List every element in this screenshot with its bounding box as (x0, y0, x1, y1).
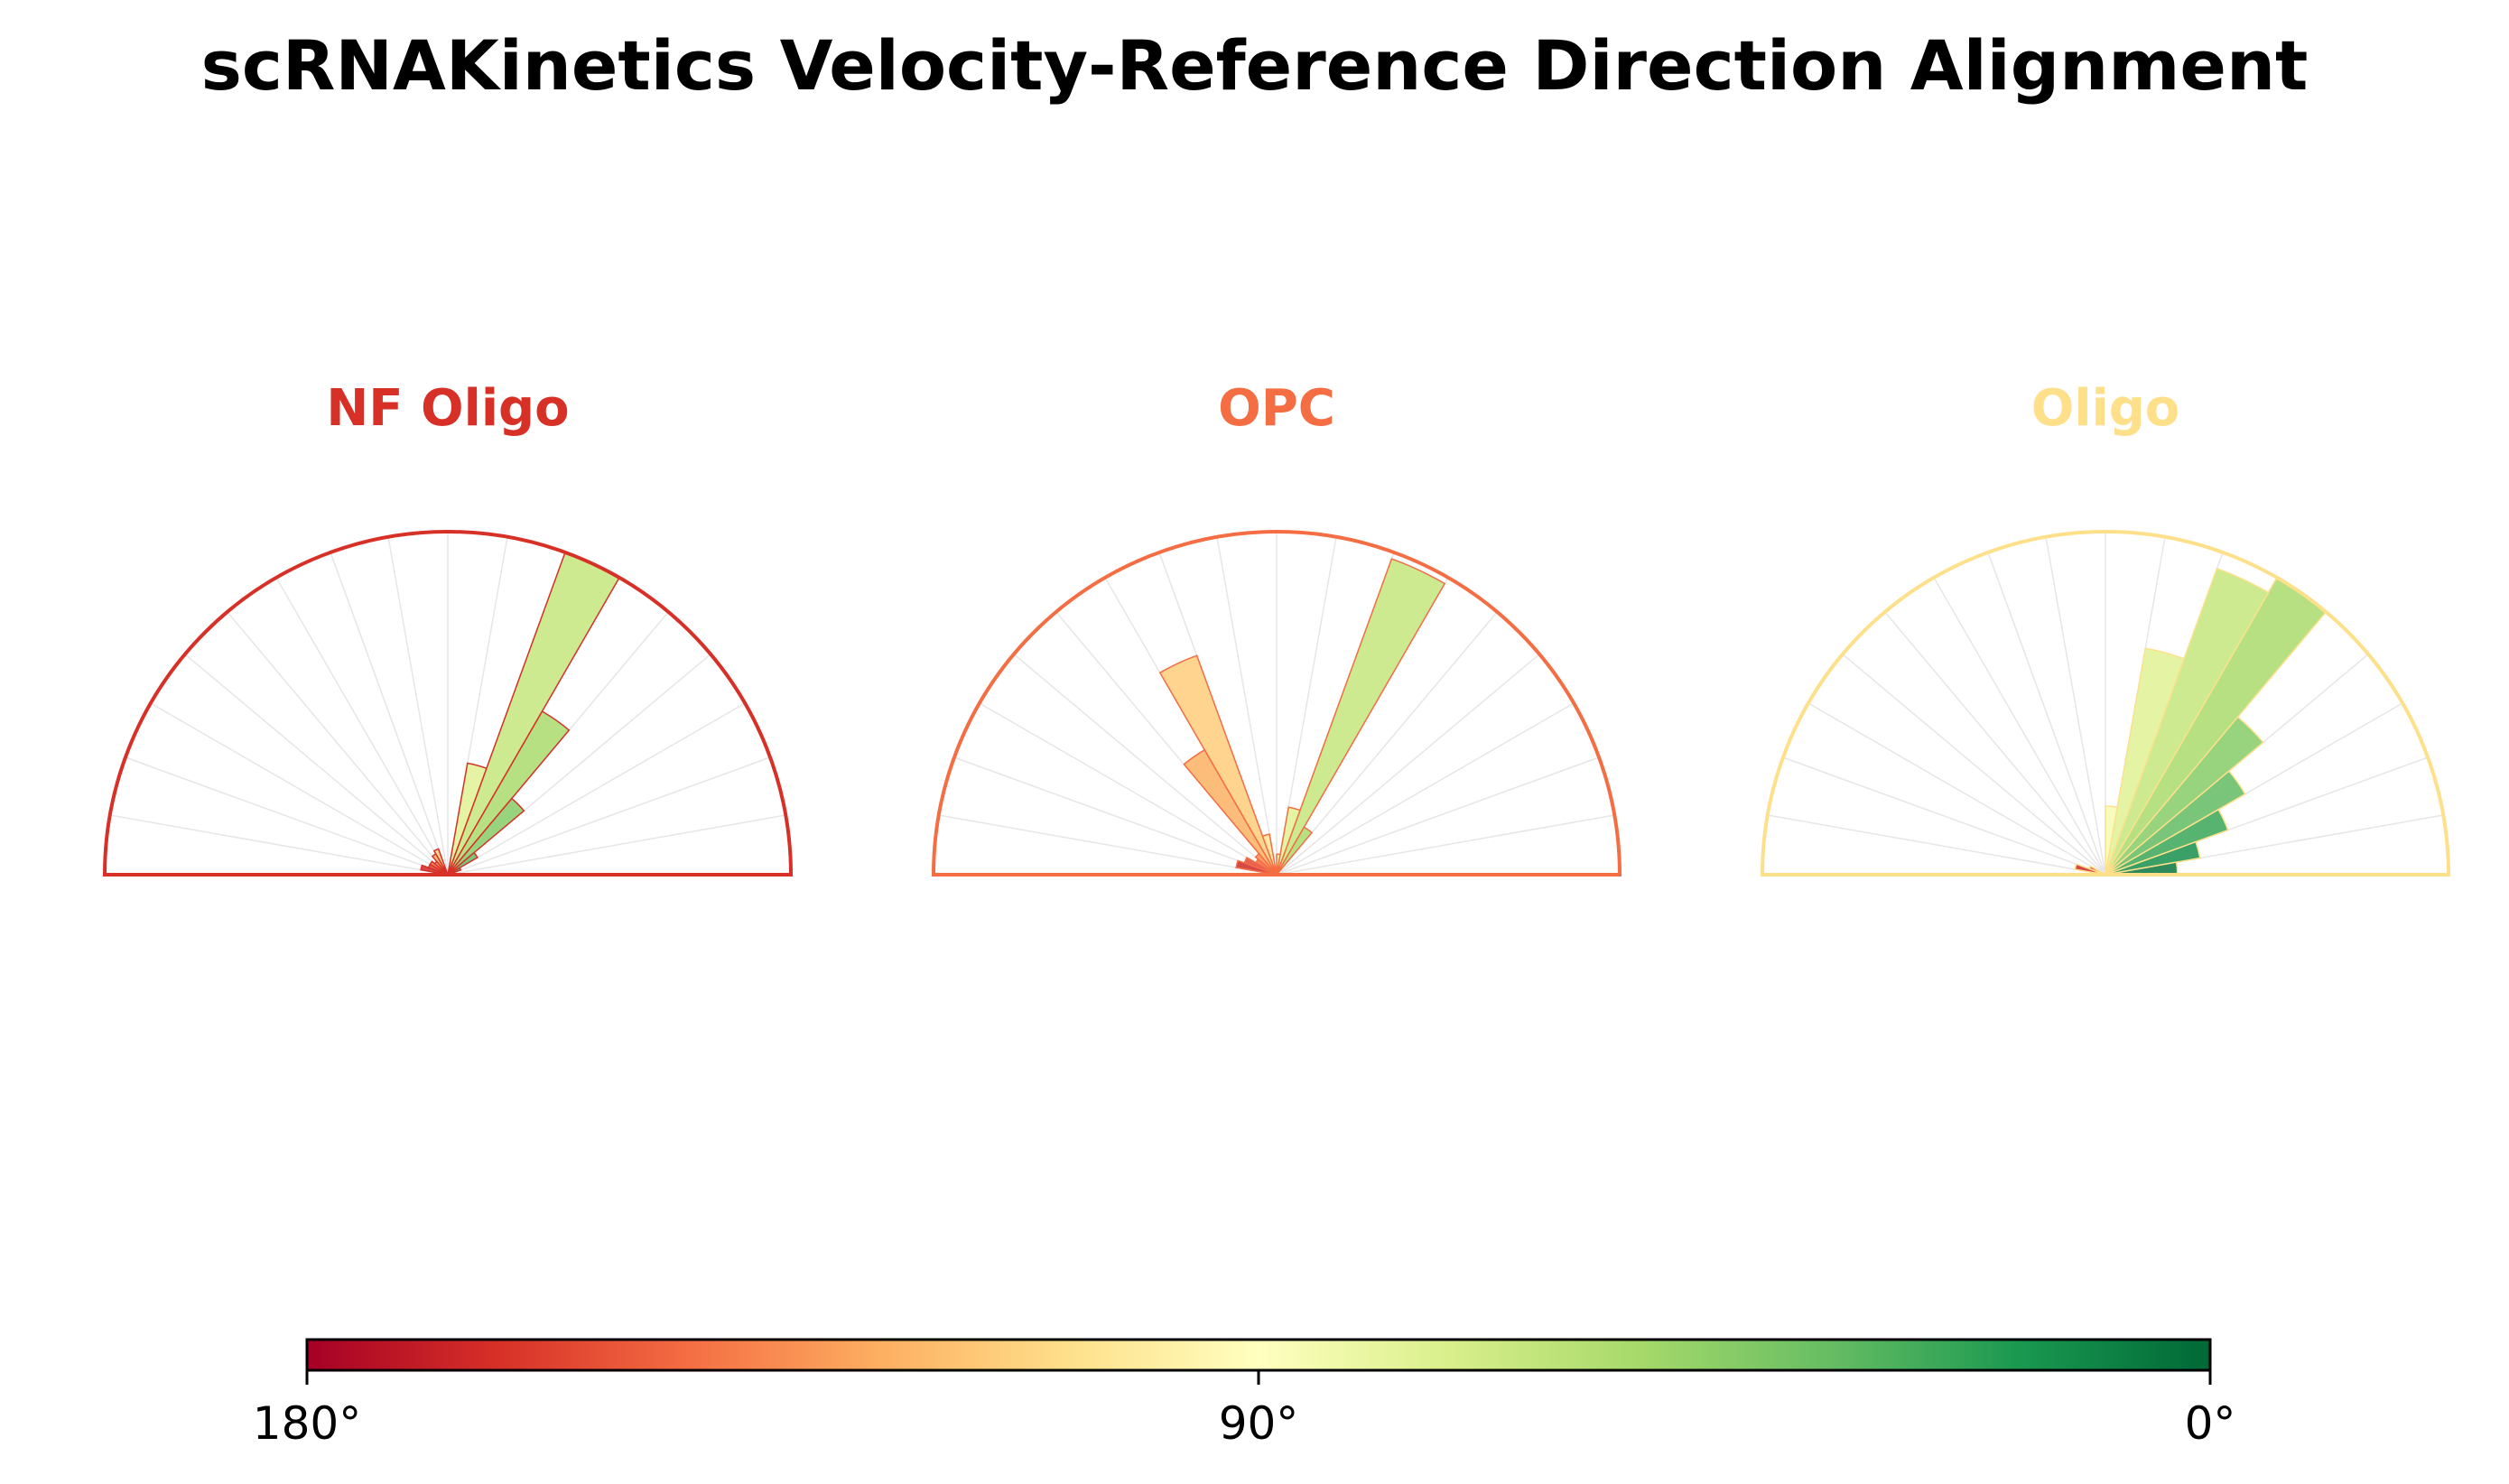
panel-title-opc: OPC (1218, 379, 1335, 438)
bar-opc-125 (1183, 748, 1278, 876)
bar-opc-115 (1158, 654, 1278, 876)
bar-oligo-15 (2105, 840, 2201, 876)
colorbar (305, 1338, 2212, 1385)
bar-nf-oligo-75 (447, 762, 488, 876)
bar-oligo-25 (2105, 808, 2229, 876)
gridline (979, 702, 1278, 876)
bar-nf-oligo-65 (447, 551, 621, 876)
bar-opc-105 (1261, 833, 1278, 876)
gridline (1276, 654, 1540, 876)
panel-outline-nf-oligo (102, 530, 794, 876)
polar-panels (102, 530, 2451, 876)
gridline (1842, 654, 2106, 876)
bar-opc-65 (1276, 558, 1446, 876)
gridline (330, 552, 449, 876)
gridline (1987, 552, 2106, 876)
chart-title: scRNAKinetics Velocity-Reference Directi… (200, 25, 2309, 106)
panel-oligo (1760, 530, 2451, 876)
gridline (1933, 577, 2106, 876)
colorbar-label-180: 180° (252, 1397, 362, 1450)
gridline (953, 756, 1278, 876)
gridline (1276, 756, 1600, 876)
panel-nf-oligo (102, 530, 794, 876)
gridline (227, 611, 449, 876)
gridline (938, 814, 1278, 876)
panel-title-nf-oligo: NF Oligo (326, 379, 570, 438)
gridline (275, 577, 449, 876)
gridline (1013, 654, 1278, 876)
bar-oligo-165 (2074, 863, 2106, 876)
gridline (387, 536, 449, 876)
bar-nf-oligo-45 (447, 797, 525, 876)
bar-nf-oligo-165 (420, 864, 449, 876)
bar-opc-85 (1276, 853, 1281, 876)
gridline (150, 702, 449, 876)
bar-oligo-85 (2105, 805, 2119, 876)
bar-opc-75 (1276, 806, 1301, 876)
gridline (1216, 536, 1278, 876)
panel-outline-oligo (1760, 530, 2451, 876)
gridline (1807, 702, 2106, 876)
bar-oligo-35 (2105, 770, 2246, 876)
gridline (1276, 702, 1575, 876)
bar-oligo-65 (2105, 567, 2270, 876)
colorbar-gradient (305, 1338, 2212, 1372)
bar-opc-55 (1276, 826, 1314, 876)
gridline (1767, 814, 2106, 876)
colorbar-label-90: 90° (1218, 1397, 1299, 1450)
gridline (125, 756, 449, 876)
bar-nf-oligo-55 (447, 710, 571, 876)
gridline (1884, 611, 2106, 876)
gridline (1276, 611, 1498, 876)
bar-oligo-45 (2105, 716, 2264, 876)
gridline (1276, 814, 1615, 876)
gridline (1782, 756, 2106, 876)
panel-opc (931, 530, 1622, 876)
gridline (2045, 536, 2106, 876)
bar-opc-165 (1235, 859, 1278, 876)
panel-title-oligo: Oligo (2030, 379, 2180, 438)
gridline (184, 654, 449, 876)
bar-oligo-75 (2105, 647, 2186, 876)
gridline (447, 814, 786, 876)
colorbar-label-0: 0° (2184, 1397, 2236, 1450)
gridline (447, 702, 746, 876)
panel-outline-opc (931, 530, 1622, 876)
gridline (109, 814, 449, 876)
gridline (447, 756, 771, 876)
bar-nf-oligo-35 (447, 851, 479, 876)
